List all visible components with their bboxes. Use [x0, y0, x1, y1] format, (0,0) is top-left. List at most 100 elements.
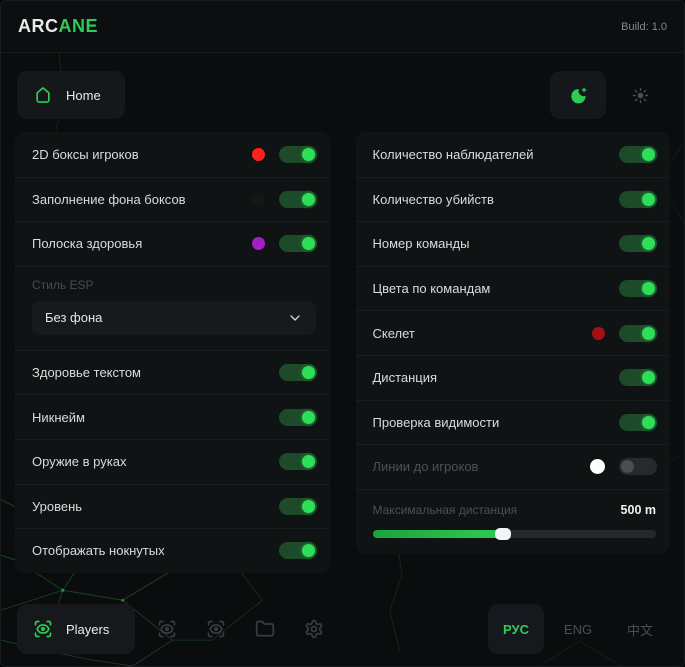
setting-label: Скелет — [372, 325, 415, 341]
color-swatch[interactable] — [251, 192, 265, 206]
home-button[interactable]: Home — [17, 71, 125, 119]
folder-icon[interactable] — [255, 619, 275, 639]
settings-row: Количество наблюдателей — [356, 132, 671, 177]
home-icon — [36, 87, 50, 103]
toggle-knob — [301, 366, 315, 380]
toggle-knob — [301, 237, 315, 251]
setting-label: Уровень — [32, 498, 83, 514]
toggle-switch[interactable] — [619, 458, 657, 476]
dropdown-selected-value: Без фона — [45, 310, 103, 326]
gear-icon[interactable] — [304, 619, 324, 639]
nav-bar: Home — [1, 53, 684, 119]
toggle-knob — [642, 371, 655, 385]
toggle-switch[interactable] — [278, 542, 317, 560]
home-button-label: Home — [66, 87, 101, 103]
setting-controls — [278, 497, 317, 515]
dark-theme-button[interactable] — [550, 71, 606, 119]
setting-controls — [278, 364, 317, 382]
settings-row: Никнейм — [15, 394, 330, 439]
settings-row: Оружие в руках — [15, 438, 330, 484]
settings-row: Линии до игроков — [355, 444, 670, 489]
scan-eye-icon — [34, 620, 52, 638]
toggle-switch[interactable] — [278, 497, 317, 515]
language-switcher: РУС ENG 中文 — [488, 604, 668, 654]
setting-label: Линии до игроков — [372, 459, 479, 475]
max-distance-section: Максимальная дистанция 500 m — [355, 488, 670, 554]
setting-controls — [619, 369, 657, 387]
setting-controls — [619, 413, 657, 431]
toggle-knob — [301, 455, 315, 469]
settings-row: Количество убийств — [355, 176, 670, 222]
toggle-switch[interactable] — [619, 280, 657, 298]
moon-icon — [570, 87, 586, 103]
setting-label: Количество наблюдателей — [372, 146, 534, 162]
setting-label: Никнейм — [32, 409, 85, 425]
sun-icon — [632, 87, 648, 103]
toggle-switch[interactable] — [278, 235, 317, 253]
settings-row: Отображать нокнутых — [15, 528, 330, 573]
chevron-down-icon — [287, 310, 303, 326]
color-swatch[interactable] — [251, 147, 265, 161]
setting-label: Дистанция — [372, 370, 438, 386]
toggle-knob — [301, 544, 315, 558]
setting-controls — [251, 145, 317, 163]
distance-slider[interactable] — [372, 527, 656, 540]
settings-row: Заполнение фона боксов — [15, 176, 330, 222]
settings-row: Номер команды — [355, 221, 670, 266]
settings-row: Дистанция — [355, 354, 670, 400]
setting-controls — [251, 235, 317, 253]
language-button-中文[interactable]: 中文 — [626, 622, 653, 638]
scan-eye-icon[interactable] — [206, 619, 226, 639]
settings-content: 2D боксы игроков Заполнение фона боксов По… — [1, 119, 684, 573]
toggle-switch[interactable] — [619, 369, 657, 387]
players-tab-button[interactable]: Players — [17, 604, 136, 654]
toggle-switch[interactable] — [278, 364, 317, 382]
setting-controls — [278, 453, 317, 471]
setting-label: Отображать нокнутых — [32, 543, 165, 559]
toggle-switch[interactable] — [278, 145, 317, 163]
color-swatch[interactable] — [592, 326, 605, 340]
slider-fill — [372, 529, 503, 538]
esp-settings-panel-left: 2D боксы игроков Заполнение фона боксов По… — [15, 132, 330, 573]
toggle-switch[interactable] — [619, 145, 657, 163]
theme-switcher — [550, 71, 668, 119]
setting-controls — [251, 190, 317, 208]
logo-primary: ARC — [18, 16, 59, 36]
toggle-switch[interactable] — [278, 190, 317, 208]
toggle-knob — [642, 237, 655, 251]
toggle-knob — [642, 192, 655, 206]
settings-row: Уровень — [15, 483, 330, 529]
setting-controls — [619, 235, 657, 253]
language-button-рус[interactable]: РУС — [488, 604, 544, 654]
players-tab-label: Players — [66, 621, 110, 637]
color-swatch[interactable] — [251, 237, 265, 251]
toggle-switch[interactable] — [619, 324, 657, 342]
language-button-eng[interactable]: ENG — [563, 621, 593, 637]
scan-eye-icon[interactable] — [157, 619, 177, 639]
setting-controls — [278, 408, 317, 426]
toggle-switch[interactable] — [619, 235, 657, 253]
setting-label: 2D боксы игроков — [32, 146, 139, 162]
title-bar: ARCANE Build: 1.0 — [1, 1, 684, 53]
setting-label: Номер команды — [372, 236, 470, 252]
setting-label: Здоровье текстом — [32, 365, 141, 381]
toggle-knob — [642, 326, 655, 340]
toggle-switch[interactable] — [278, 408, 317, 426]
esp-style-dropdown[interactable]: Без фона — [32, 300, 316, 335]
setting-controls — [619, 190, 657, 208]
setting-controls — [619, 145, 657, 163]
toggle-knob — [642, 415, 655, 429]
color-swatch[interactable] — [590, 459, 605, 475]
toggle-switch[interactable] — [619, 413, 657, 431]
toggle-switch[interactable] — [619, 190, 657, 208]
slider-header: Максимальная дистанция 500 m — [373, 503, 657, 517]
toggle-switch[interactable] — [278, 453, 317, 471]
slider-handle[interactable] — [494, 527, 511, 540]
setting-label: Цвета по командам — [372, 281, 491, 297]
esp-settings-panel-right: Количество наблюдателей Количество убийст… — [355, 132, 671, 554]
build-version-label: Build: 1.0 — [621, 20, 667, 33]
light-theme-button[interactable] — [612, 71, 668, 119]
setting-label: Количество убийств — [372, 191, 494, 207]
setting-controls — [278, 542, 317, 560]
